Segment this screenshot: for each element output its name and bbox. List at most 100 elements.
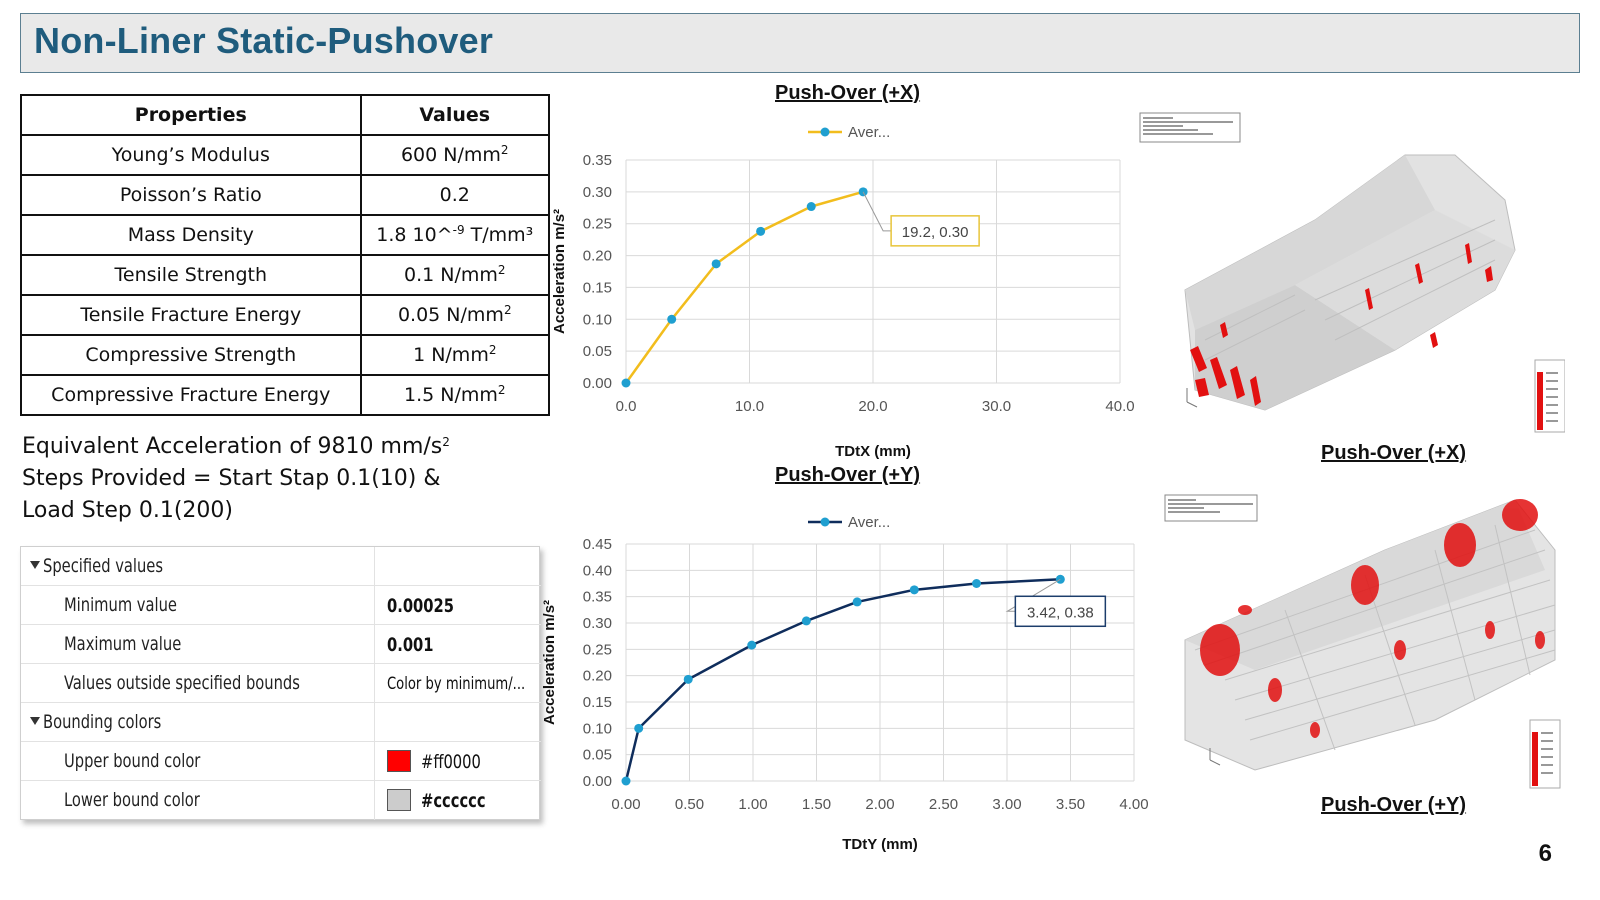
pushover-x-chart: 0.00 0.05 0.10 0.15 0.20 0.25 0.30 0.35 0.0 10.0 2… [551, 124, 1135, 460]
model-x-caption: Push-Over (+X) [1321, 442, 1467, 464]
contour-settings-panel: Specified values Minimum value 0.00025 M… [20, 546, 541, 820]
group-specified-values[interactable]: Specified values [21, 547, 541, 586]
chart-title-y: Push-Over (+Y) [775, 464, 921, 486]
x-tick-label: 3.00 [992, 796, 1021, 813]
y-axis-label: Acceleration m/s² [541, 600, 558, 725]
table-header-properties: Properties [20, 94, 362, 136]
maximum-value-field[interactable]: 0.001 [387, 634, 434, 656]
lower-color-swatch[interactable] [387, 789, 411, 811]
annotation-leader [862, 191, 892, 232]
y-tick-label: 0.05 [583, 747, 612, 764]
upper-color-swatch[interactable] [387, 750, 411, 772]
property-value: 1.5 N/mm2 [359, 374, 551, 416]
x-tick-label: 2.00 [865, 796, 894, 813]
legend-label: Aver... [848, 514, 890, 531]
y-tick-label: 0.15 [583, 279, 612, 296]
legend-marker [820, 517, 830, 527]
x-tick-label: 2.50 [929, 796, 958, 813]
row-lower-bound-color[interactable]: Lower bound color #cccccc [21, 781, 541, 820]
group-label: Bounding colors [43, 711, 162, 733]
property-value: 0.2 [359, 174, 551, 216]
x-tick-label: 1.50 [802, 796, 831, 813]
model-y-caption: Push-Over (+Y) [1321, 794, 1467, 816]
data-point [621, 776, 631, 786]
data-point [852, 597, 862, 607]
lower-color-value[interactable]: #cccccc [421, 790, 486, 812]
page-number: 6 [1538, 840, 1552, 867]
x-axis-label: TDtY (mm) [842, 836, 918, 853]
y-tick-label: 0.45 [583, 536, 612, 553]
annotation-leader [1005, 578, 1061, 612]
property-value: 600 N/mm2 [359, 134, 551, 176]
x-tick-label: 30.0 [982, 398, 1011, 415]
slide-title: Non-Liner Static-Pushover [34, 20, 494, 61]
property-value: 1 N/mm2 [359, 334, 551, 376]
y-tick-label: 0.15 [583, 694, 612, 711]
maximum-value-label: Maximum value [64, 633, 182, 655]
row-outside-bounds[interactable]: Values outside specified bounds Color by… [21, 664, 541, 703]
table-row: Tensile Strength 0.1 N/mm2 [20, 254, 551, 296]
series-line [624, 190, 864, 384]
y-tick-label: 0.30 [583, 184, 612, 201]
data-point [711, 259, 721, 269]
upper-bound-color-label: Upper bound color [64, 750, 201, 772]
row-maximum-value[interactable]: Maximum value 0.001 [21, 625, 541, 664]
note-load-step: Load Step 0.1(200) [22, 498, 233, 523]
y-tick-label: 0.20 [583, 668, 612, 685]
table-row: Compressive Strength 1 N/mm2 [20, 334, 551, 376]
y-tick-label: 0.35 [583, 589, 612, 606]
upper-color-value[interactable]: #ff0000 [421, 751, 481, 773]
property-value: 0.1 N/mm2 [359, 254, 551, 296]
x-tick-label: 0.50 [675, 796, 704, 813]
collapse-triangle-icon[interactable] [30, 717, 40, 725]
data-point [667, 314, 677, 324]
properties-table: Properties Values Young’s Modulus 600 N/m… [20, 94, 551, 416]
model-x-damage-image [1135, 110, 1565, 435]
property-name: Poisson’s Ratio [20, 174, 362, 216]
legend-marker [820, 127, 830, 137]
model-y-damage-image [1135, 490, 1565, 795]
x-tick-label: 4.00 [1119, 796, 1148, 813]
data-point [756, 226, 766, 236]
x-tick-label: 20.0 [858, 398, 887, 415]
table-row: Poisson’s Ratio 0.2 [20, 174, 551, 216]
y-tick-label: 0.20 [583, 248, 612, 265]
collapse-triangle-icon[interactable] [30, 561, 40, 569]
y-tick-label: 0.05 [583, 343, 612, 360]
property-name: Tensile Strength [20, 254, 362, 296]
table-header-values: Values [359, 94, 551, 136]
title-bar: Non-Liner Static-Pushover [20, 13, 1580, 73]
data-point [1055, 574, 1065, 584]
property-name: Mass Density [20, 214, 362, 256]
analysis-notes: Equivalent Acceleration of 9810 mm/s2 St… [22, 431, 450, 527]
table-row: Tensile Fracture Energy 0.05 N/mm2 [20, 294, 551, 336]
data-point [801, 616, 811, 626]
property-value: 1.8 10^-9 T/mm³ [359, 214, 551, 256]
x-tick-label: 0.00 [611, 796, 640, 813]
row-upper-bound-color[interactable]: Upper bound color #ff0000 [21, 742, 541, 781]
y-tick-label: 0.25 [583, 641, 612, 658]
data-point [806, 202, 816, 212]
y-tick-label: 0.35 [583, 152, 612, 169]
outside-bounds-dropdown[interactable]: Color by minimum/... [387, 674, 526, 694]
property-name: Compressive Fracture Energy [20, 374, 362, 416]
table-header-row: Properties Values [20, 94, 551, 136]
note-acceleration: Equivalent Acceleration of 9810 mm/s2 [22, 434, 450, 459]
minimum-value-label: Minimum value [64, 594, 177, 616]
x-tick-label: 10.0 [735, 398, 764, 415]
minimum-value-field[interactable]: 0.00025 [387, 595, 454, 617]
y-tick-label: 0.30 [583, 615, 612, 632]
y-tick-label: 0.00 [583, 375, 612, 392]
property-value: 0.05 N/mm2 [359, 294, 551, 336]
y-axis-label: Acceleration m/s² [551, 209, 568, 334]
data-point [683, 674, 693, 684]
group-bounding-colors[interactable]: Bounding colors [21, 703, 541, 742]
annotation-box [890, 215, 980, 247]
row-minimum-value[interactable]: Minimum value 0.00025 [21, 586, 541, 625]
table-row: Compressive Fracture Energy 1.5 N/mm2 [20, 374, 551, 416]
data-point [634, 723, 644, 733]
outside-bounds-label: Values outside specified bounds [64, 672, 300, 694]
table-row: Mass Density 1.8 10^-9 T/mm³ [20, 214, 551, 256]
x-tick-label: 1.00 [738, 796, 767, 813]
data-point [747, 640, 757, 650]
